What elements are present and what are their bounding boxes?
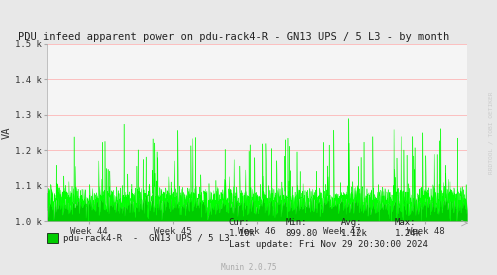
Text: 899.80: 899.80: [286, 229, 318, 238]
Text: Munin 2.0.75: Munin 2.0.75: [221, 263, 276, 272]
Text: 1.10k: 1.10k: [229, 229, 255, 238]
Text: pdu-rack4-R  -  GN13 UPS / 5 L3: pdu-rack4-R - GN13 UPS / 5 L3: [63, 234, 230, 243]
Text: Last update: Fri Nov 29 20:30:00 2024: Last update: Fri Nov 29 20:30:00 2024: [229, 240, 427, 249]
Text: PDU infeed apparent power on pdu-rack4-R - GN13 UPS / 5 L3 - by month: PDU infeed apparent power on pdu-rack4-R…: [18, 32, 449, 42]
Text: Min:: Min:: [286, 218, 307, 227]
Text: Avg:: Avg:: [340, 218, 362, 227]
Text: 1.24k: 1.24k: [395, 229, 422, 238]
Y-axis label: VA: VA: [2, 126, 12, 139]
Text: Max:: Max:: [395, 218, 416, 227]
Text: 1.12k: 1.12k: [340, 229, 367, 238]
Text: RRDTOOL / TOBI OETIKER: RRDTOOL / TOBI OETIKER: [489, 91, 494, 174]
Text: Cur:: Cur:: [229, 218, 250, 227]
